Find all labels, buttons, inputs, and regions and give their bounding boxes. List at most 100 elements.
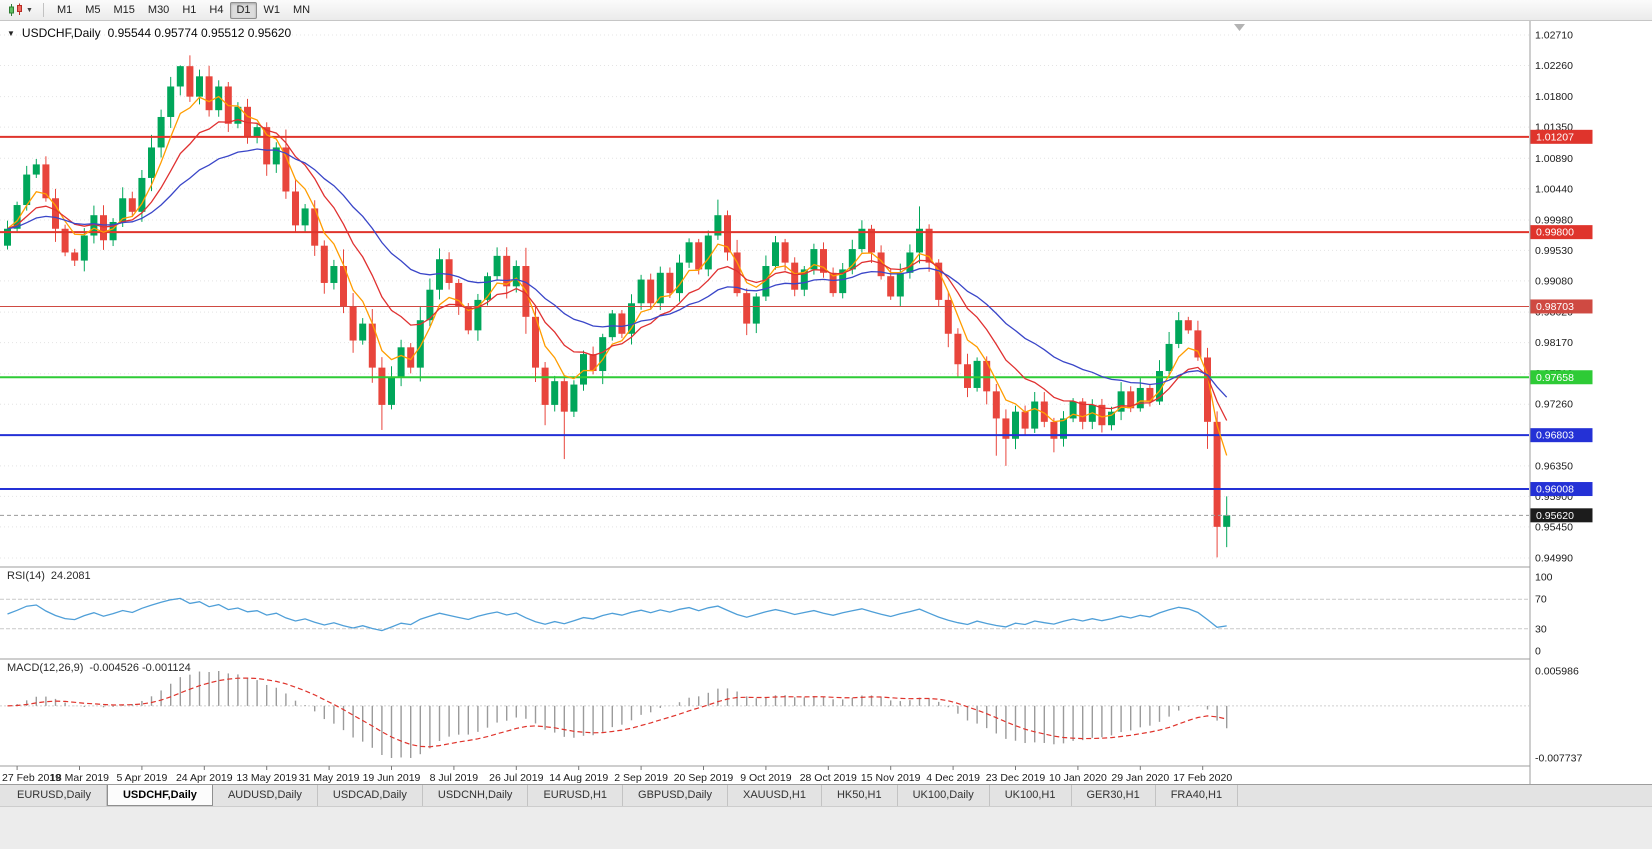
timeframe-button-h1[interactable]: H1: [182, 3, 197, 16]
tab-uk100-daily[interactable]: UK100,Daily: [898, 785, 990, 806]
svg-text:0.95620: 0.95620: [1536, 510, 1574, 522]
svg-text:0.97658: 0.97658: [1536, 372, 1574, 384]
timeframe-button-m1[interactable]: M1: [56, 3, 73, 16]
macd-name: MACD(12,26,9): [7, 662, 84, 674]
horizontal-level-lines[interactable]: [0, 135, 1529, 491]
tab-eurusd-daily[interactable]: EURUSD,Daily: [2, 785, 107, 806]
toolbar: ▼ M1 M5 M15 M30 H1 H4 D1 W1 MN: [0, 0, 1652, 21]
tab-ger30-h1[interactable]: GER30,H1: [1072, 785, 1156, 806]
svg-text:15 Nov 2019: 15 Nov 2019: [861, 772, 921, 784]
symbol-tabs: EURUSD,Daily USDCHF,Daily AUDUSD,Daily USDC…: [0, 784, 1652, 806]
svg-text:4 Dec 2019: 4 Dec 2019: [926, 772, 980, 784]
svg-text:8 Jul 2019: 8 Jul 2019: [430, 772, 479, 784]
svg-text:1.01207: 1.01207: [1536, 131, 1574, 143]
rsi-line: [7, 597, 1227, 632]
tab-audusd-daily[interactable]: AUDUSD,Daily: [213, 785, 318, 806]
svg-text:0.98703: 0.98703: [1536, 301, 1574, 313]
svg-text:0.99080: 0.99080: [1535, 275, 1573, 287]
toolbar-separator: [42, 3, 44, 17]
tab-usdchf-daily[interactable]: USDCHF,Daily: [106, 785, 213, 806]
svg-text:23 Dec 2019: 23 Dec 2019: [986, 772, 1046, 784]
svg-text:1.02260: 1.02260: [1535, 60, 1573, 72]
tab-eurusd-h1[interactable]: EURUSD,H1: [528, 785, 624, 806]
svg-text:2 Sep 2019: 2 Sep 2019: [614, 772, 668, 784]
svg-text:0.99800: 0.99800: [1536, 227, 1574, 239]
svg-text:0.98170: 0.98170: [1535, 337, 1573, 349]
price-axis[interactable]: [1530, 21, 1652, 784]
svg-text:1.00440: 1.00440: [1535, 183, 1573, 195]
level-price-badge: 0.99800: [1530, 225, 1593, 240]
svg-text:0.96008: 0.96008: [1536, 484, 1574, 496]
tab-gbpusd-daily[interactable]: GBPUSD,Daily: [623, 785, 728, 806]
chevron-down-icon: ▼: [26, 6, 33, 14]
chart-shift-triangle-icon[interactable]: [1234, 24, 1245, 31]
svg-text:1.02710: 1.02710: [1535, 30, 1573, 42]
timeframe-button-m15[interactable]: M15: [113, 3, 135, 16]
rsi-axis-labels: 100 70 30 0: [1535, 572, 1553, 658]
chart-canvas[interactable]: 1.027101.022601.018001.013501.008901.004…: [0, 0, 1652, 784]
macd-axis-labels: 0.005986 -0.007737: [1535, 666, 1582, 765]
timeframe-button-d1[interactable]: D1: [230, 1, 257, 19]
tab-usdcad-daily[interactable]: USDCAD,Daily: [318, 785, 423, 806]
level-price-badge: 0.97658: [1530, 370, 1593, 385]
svg-text:1.01800: 1.01800: [1535, 91, 1573, 103]
svg-text:1.00890: 1.00890: [1535, 153, 1573, 165]
timeframe-button-m30[interactable]: M30: [147, 3, 170, 16]
svg-text:27 Feb 2019: 27 Feb 2019: [2, 772, 61, 784]
svg-text:0.96350: 0.96350: [1535, 460, 1573, 472]
chart-ohlc-values: 0.95544 0.95774 0.95512 0.95620: [107, 26, 292, 40]
macd-indicator-label: MACD(12,26,9) -0.004526 -0.001124: [7, 662, 191, 674]
svg-text:70: 70: [1535, 594, 1547, 606]
macd-values: -0.004526 -0.001124: [89, 662, 191, 674]
svg-text:0.005986: 0.005986: [1535, 666, 1579, 678]
rsi-indicator-label: RSI(14) 24.2081: [7, 570, 91, 582]
moving-average-11: [7, 118, 1228, 421]
svg-text:100: 100: [1535, 572, 1553, 584]
rsi-name: RSI(14): [7, 570, 45, 582]
tab-usdcnh-daily[interactable]: USDCNH,Daily: [423, 785, 529, 806]
svg-text:28 Oct 2019: 28 Oct 2019: [800, 772, 857, 784]
level-price-badge: 1.01207: [1530, 129, 1593, 144]
svg-text:26 Jul 2019: 26 Jul 2019: [489, 772, 543, 784]
svg-text:0.94990: 0.94990: [1535, 553, 1573, 565]
svg-text:0.96803: 0.96803: [1536, 430, 1574, 442]
tab-hk50-h1[interactable]: HK50,H1: [822, 785, 898, 806]
tab-uk100-h1[interactable]: UK100,H1: [990, 785, 1072, 806]
timeframe-button-w1[interactable]: W1: [263, 3, 281, 16]
level-price-badge: 0.96803: [1530, 428, 1593, 443]
timeframe-button-h4[interactable]: H4: [209, 3, 224, 16]
current-price-badge: 0.95620: [1530, 508, 1593, 523]
svg-text:31 May 2019: 31 May 2019: [299, 772, 360, 784]
tab-xauusd-h1[interactable]: XAUUSD,H1: [728, 785, 822, 806]
svg-text:0.99980: 0.99980: [1535, 214, 1573, 226]
svg-text:10 Jan 2020: 10 Jan 2020: [1049, 772, 1107, 784]
svg-text:19 Jun 2019: 19 Jun 2019: [363, 772, 421, 784]
svg-text:30: 30: [1535, 623, 1547, 635]
svg-text:13 May 2019: 13 May 2019: [236, 772, 297, 784]
chart-type-dropdown[interactable]: ▼: [5, 1, 36, 20]
tab-fra40-h1[interactable]: FRA40,H1: [1156, 785, 1239, 806]
svg-text:0.95450: 0.95450: [1535, 521, 1573, 533]
svg-text:9 Oct 2019: 9 Oct 2019: [740, 772, 792, 784]
svg-text:0: 0: [1535, 646, 1541, 658]
chart-symbol-period: USDCHF,Daily: [21, 26, 101, 40]
timeframe-buttons: M1 M5 M15 M30 H1 H4 D1 W1 MN: [51, 1, 316, 19]
candlestick-chart-icon: [9, 3, 22, 16]
svg-text:29 Jan 2020: 29 Jan 2020: [1111, 772, 1169, 784]
timeframe-button-m5[interactable]: M5: [85, 3, 101, 16]
rsi-value: 24.2081: [50, 570, 91, 582]
moving-average-5: [7, 95, 1228, 456]
svg-text:24 Apr 2019: 24 Apr 2019: [176, 772, 233, 784]
expand-panel-icon[interactable]: ▼: [7, 28, 15, 38]
svg-text:17 Feb 2020: 17 Feb 2020: [1173, 772, 1232, 784]
chart-title: ▼ USDCHF,Daily 0.95544 0.95774 0.95512 0…: [7, 26, 291, 40]
moving-average-24: [7, 148, 1228, 398]
macd-signal-line: [7, 677, 1227, 748]
svg-text:-0.007737: -0.007737: [1535, 753, 1582, 765]
timeframe-button-mn[interactable]: MN: [293, 3, 311, 16]
level-price-badge: 0.98703: [1530, 299, 1593, 314]
candlesticks: [4, 55, 1231, 558]
level-price-badge: 0.96008: [1530, 482, 1593, 497]
svg-text:0.97260: 0.97260: [1535, 399, 1573, 411]
